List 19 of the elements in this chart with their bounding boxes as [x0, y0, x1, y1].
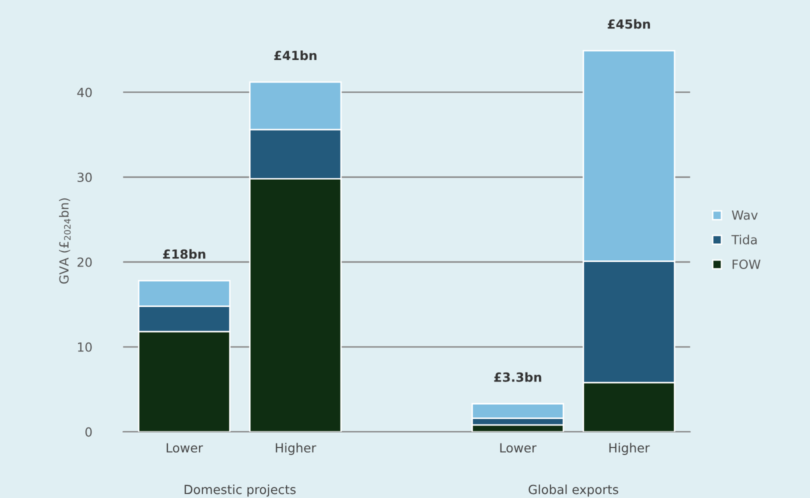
x-tick-label: Lower — [166, 443, 203, 453]
legend-label: Tida — [731, 234, 757, 244]
x-tick-label: Higher — [276, 442, 316, 455]
total-label: £3.3bn — [494, 372, 542, 382]
y-tick-label: 40 — [77, 88, 92, 98]
text: Domestic projects — [184, 484, 296, 497]
total-label: £41bn — [274, 50, 316, 60]
y-tick-label: 20 — [78, 257, 92, 267]
y-tick-label: 0 — [85, 427, 92, 437]
y-axis-title: GVA (£$_{2024}$bn) — [59, 198, 71, 284]
text: Global exports — [528, 484, 618, 497]
total-label: £18bn — [163, 249, 206, 259]
x-tick-label: Higher — [609, 442, 650, 455]
y-tick-label: 30 — [78, 172, 92, 182]
legend-label: FOW — [732, 260, 760, 270]
y-tick-label: 10 — [78, 342, 92, 352]
x-tick-label: Lower — [500, 443, 537, 453]
total-label: £45bn — [608, 19, 650, 29]
legend-label: Wav — [732, 210, 758, 220]
